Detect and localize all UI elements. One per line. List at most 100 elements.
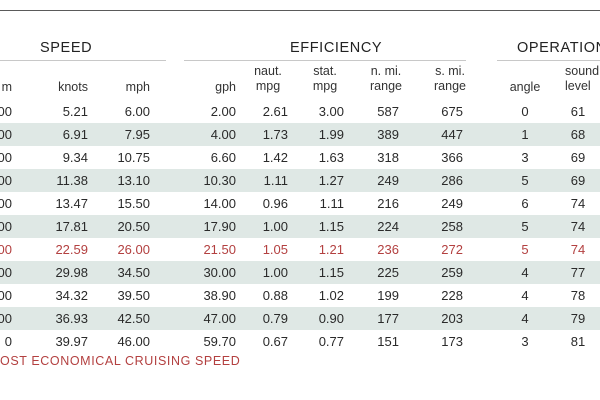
cell-rpm: 00 [0, 311, 12, 326]
cell-stat: 1.15 [318, 265, 344, 280]
cell-nrange: 249 [377, 173, 399, 188]
cell-mph: 26.00 [117, 242, 150, 257]
cell-angle: 6 [521, 196, 529, 211]
cell-nrange: 151 [377, 334, 399, 349]
cell-knots: 13.47 [55, 196, 88, 211]
cell-srange: 286 [441, 173, 463, 188]
cell-mph: 42.50 [117, 311, 150, 326]
cell-rpm: 00 [0, 219, 12, 234]
group-rule-speed [0, 60, 166, 61]
cell-gph: 6.60 [210, 150, 236, 165]
cell-gph: 30.00 [203, 265, 236, 280]
cell-nrange: 199 [377, 288, 399, 303]
cell-stat: 0.90 [318, 311, 344, 326]
cell-srange: 272 [441, 242, 463, 257]
top-rule [0, 10, 600, 11]
cell-srange: 173 [441, 334, 463, 349]
cell-stat: 1.15 [318, 219, 344, 234]
cell-nrange: 389 [377, 127, 399, 142]
table-row: 00 29.98 34.50 30.00 1.00 1.15 225 259 4 77 [0, 261, 600, 284]
group-rule-efficiency [184, 60, 466, 61]
cell-mph: 39.50 [117, 288, 150, 303]
table-row: 00 9.34 10.75 6.60 1.42 1.63 318 366 3 69 [0, 146, 600, 169]
cell-mph: 7.95 [124, 127, 150, 142]
cell-gph: 14.00 [203, 196, 236, 211]
cell-naut: 1.05 [262, 242, 288, 257]
cell-stat: 1.21 [318, 242, 344, 257]
cell-knots: 6.91 [62, 127, 88, 142]
cell-naut: 1.42 [262, 150, 288, 165]
cell-stat: 0.77 [318, 334, 344, 349]
cell-knots: 11.38 [56, 173, 88, 188]
cell-rpm: 00 [0, 104, 12, 119]
table-row: 00 34.32 39.50 38.90 0.88 1.02 199 228 4 78 [0, 284, 600, 307]
cell-rpm: 00 [0, 173, 12, 188]
cell-nrange: 216 [377, 196, 399, 211]
cell-sound: 74 [570, 219, 586, 234]
cell-angle: 4 [521, 311, 529, 326]
cell-mph: 6.00 [124, 104, 150, 119]
cell-gph: 59.70 [203, 334, 236, 349]
cell-gph: 47.00 [203, 311, 236, 326]
cell-mph: 15.50 [117, 196, 150, 211]
cell-knots: 34.32 [55, 288, 88, 303]
header-angle: angle [509, 80, 541, 94]
cell-naut: 1.00 [262, 219, 288, 234]
cell-knots: 17.81 [55, 219, 88, 234]
cell-sound: 81 [570, 334, 586, 349]
cell-sound: 69 [570, 150, 586, 165]
cell-stat: 1.02 [318, 288, 344, 303]
cell-naut: 1.11 [263, 173, 288, 188]
table-row: 0 39.97 46.00 59.70 0.67 0.77 151 173 3 81 [0, 330, 600, 353]
cell-naut: 2.61 [262, 104, 288, 119]
cell-srange: 366 [441, 150, 463, 165]
cell-stat: 1.63 [318, 150, 344, 165]
cell-srange: 228 [441, 288, 463, 303]
cell-nrange: 224 [377, 219, 399, 234]
table-row: 00 36.93 42.50 47.00 0.79 0.90 177 203 4 79 [0, 307, 600, 330]
cell-naut: 0.88 [262, 288, 288, 303]
cell-gph: 10.30 [203, 173, 236, 188]
table-row-highlighted: 00 22.59 26.00 21.50 1.05 1.21 236 272 5 74 [0, 238, 600, 261]
cell-naut: 0.67 [262, 334, 288, 349]
cell-rpm: 00 [0, 127, 12, 142]
cell-angle: 0 [521, 104, 529, 119]
cell-gph: 17.90 [203, 219, 236, 234]
cell-sound: 78 [570, 288, 586, 303]
group-operation: OPERATION [517, 40, 600, 56]
cell-rpm: 00 [0, 150, 12, 165]
cell-rpm: 00 [0, 242, 12, 257]
cell-sound: 61 [570, 104, 586, 119]
cell-srange: 258 [441, 219, 463, 234]
cell-mph: 34.50 [117, 265, 150, 280]
cell-nrange: 318 [377, 150, 399, 165]
cell-mph: 46.00 [117, 334, 150, 349]
cell-knots: 5.21 [62, 104, 88, 119]
cell-knots: 9.34 [62, 150, 88, 165]
cell-naut: 1.73 [262, 127, 288, 142]
cell-stat: 1.11 [319, 196, 344, 211]
cell-naut: 0.79 [262, 311, 288, 326]
cell-angle: 4 [521, 288, 529, 303]
cell-srange: 249 [441, 196, 463, 211]
table-row: 00 17.81 20.50 17.90 1.00 1.15 224 258 5 74 [0, 215, 600, 238]
cell-knots: 39.97 [55, 334, 88, 349]
table-row: 00 13.47 15.50 14.00 0.96 1.11 216 249 6 74 [0, 192, 600, 215]
header-mph: mph [125, 80, 150, 94]
cell-srange: 675 [441, 104, 463, 119]
group-efficiency: EFFICIENCY [290, 40, 383, 56]
cell-gph: 38.90 [203, 288, 236, 303]
table-row: 00 11.38 13.10 10.30 1.11 1.27 249 286 5 69 [0, 169, 600, 192]
cell-stat: 1.99 [318, 127, 344, 142]
table-row: 00 5.21 6.00 2.00 2.61 3.00 587 675 0 61 [0, 100, 600, 123]
cell-gph: 4.00 [210, 127, 236, 142]
cell-angle: 5 [521, 173, 529, 188]
header-knots: knots [58, 80, 88, 94]
cell-knots: 29.98 [55, 265, 88, 280]
cell-gph: 2.00 [210, 104, 236, 119]
cell-sound: 74 [570, 196, 586, 211]
cell-gph: 21.50 [203, 242, 236, 257]
cell-srange: 259 [441, 265, 463, 280]
cell-sound: 74 [570, 242, 586, 257]
cell-angle: 1 [521, 127, 529, 142]
